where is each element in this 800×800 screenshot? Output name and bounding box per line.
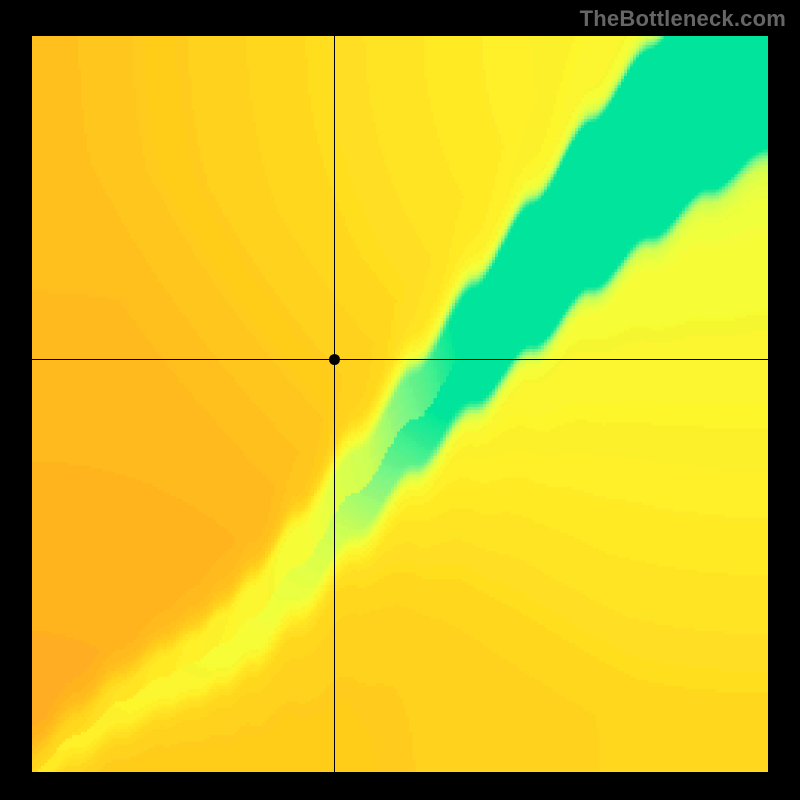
watermark-text: TheBottleneck.com xyxy=(580,6,786,32)
heatmap-overlay xyxy=(32,36,768,772)
bottleneck-heatmap xyxy=(32,36,768,772)
